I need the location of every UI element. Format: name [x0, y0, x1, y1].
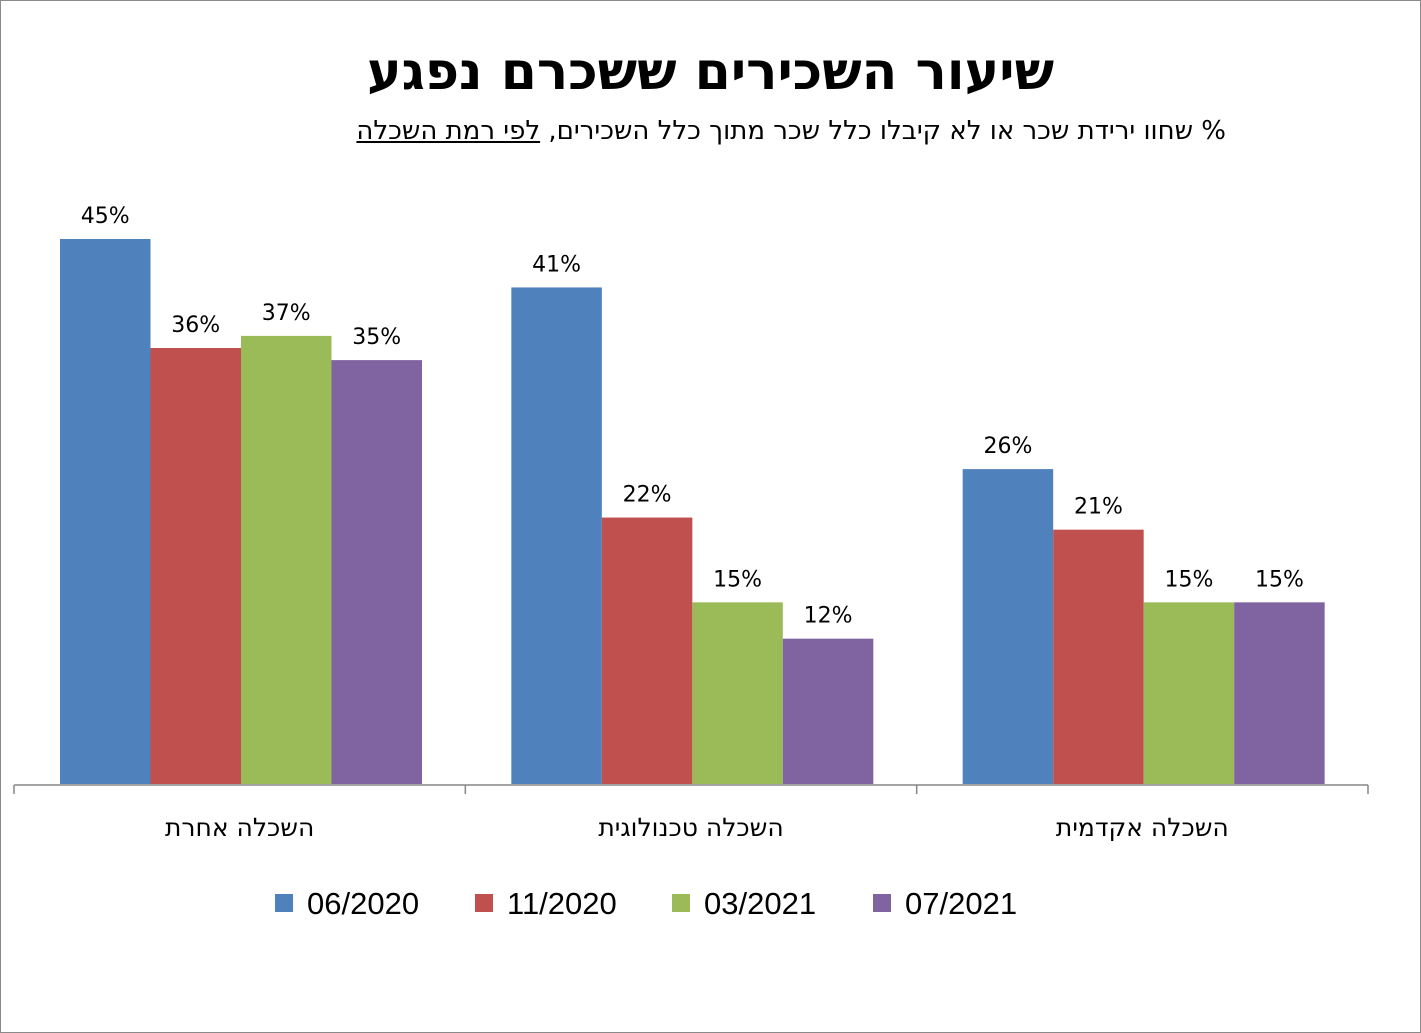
chart-subtitle-underlined: לפי רמת השכלה: [356, 116, 541, 146]
bar-03-2021-cat2: [1143, 602, 1235, 784]
bar-06-2020-cat0: [60, 239, 151, 784]
legend-swatch: [475, 894, 493, 912]
category-label: השכלה אחרת: [165, 813, 314, 842]
legend-label: 03/2021: [704, 886, 816, 921]
legend-swatch: [275, 894, 293, 912]
data-label: 15%: [1255, 567, 1304, 592]
bar-11-2020-cat2: [1053, 529, 1144, 784]
legend-swatch: [873, 894, 891, 912]
data-label: 35%: [352, 325, 401, 350]
legend: 06/2020 11/2020 03/2021 07/2021: [275, 886, 1017, 921]
chart-subtitle: % שחוו ירידת שכר או לא קיבלו כלל שכר מתו…: [190, 116, 1226, 146]
legend-label: 06/2020: [307, 886, 419, 921]
bar-03-2021-cat0: [241, 335, 332, 784]
data-label: 12%: [804, 604, 853, 629]
x-axis: השכלה אחרת השכלה טכנולוגית השכלה אקדמית: [13, 784, 1369, 842]
chart-subtitle-main: % שחוו ירידת שכר או לא קיבלו כלל שכר מתו…: [548, 116, 1226, 146]
bar-07-2021-cat1: [782, 638, 874, 784]
data-label: 36%: [171, 313, 220, 338]
data-label: 22%: [623, 483, 672, 508]
legend-label: 11/2020: [507, 886, 617, 921]
category-label: השכלה טכנולוגית: [598, 813, 783, 842]
data-labels-layer: 45% 36% 37% 35% 41% 22% 15% 12% 26% 21% 15% 15%: [81, 204, 1304, 629]
bar-06-2020-cat1: [511, 287, 602, 784]
bar-06-2020-cat2: [962, 469, 1054, 784]
bar-07-2021-cat0: [331, 360, 422, 784]
data-label: 26%: [983, 434, 1032, 459]
bar-11-2020-cat0: [150, 348, 241, 784]
data-label: 45%: [81, 204, 130, 229]
data-label: 15%: [713, 567, 762, 592]
chart-title: שיעור השכירים ששכרם נפגע: [366, 42, 1055, 102]
data-label: 21%: [1074, 495, 1123, 520]
bar-11-2020-cat1: [601, 517, 693, 784]
legend-swatch: [672, 894, 690, 912]
data-label: 37%: [262, 301, 311, 326]
legend-label: 07/2021: [905, 886, 1017, 921]
data-label: 41%: [532, 252, 581, 277]
data-label: 15%: [1164, 567, 1213, 592]
bar-03-2021-cat1: [692, 602, 783, 784]
bar-07-2021-cat2: [1234, 602, 1325, 784]
category-label: השכלה אקדמית: [1056, 813, 1229, 842]
bars-layer: [60, 239, 1325, 784]
